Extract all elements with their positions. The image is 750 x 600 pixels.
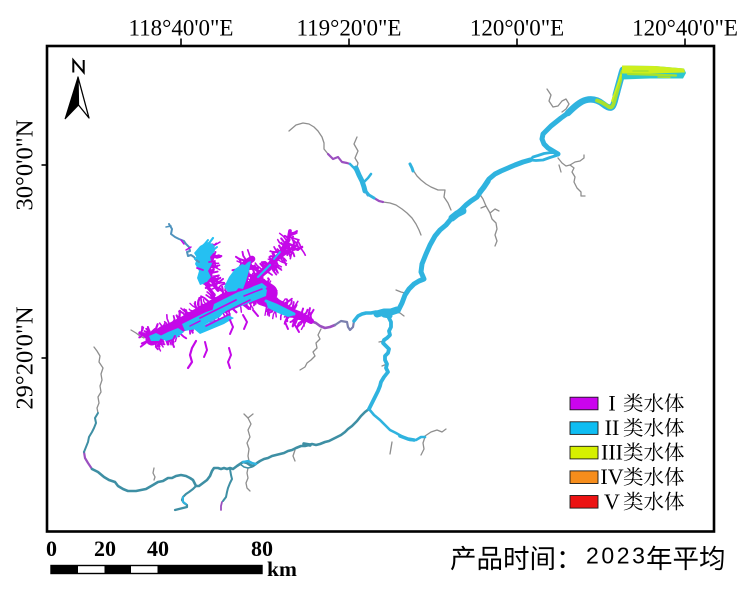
svg-text:20: 20 — [94, 536, 116, 561]
svg-text:km: km — [267, 557, 297, 581]
svg-text:30°0'0"N: 30°0'0"N — [12, 119, 39, 210]
svg-text:I: I — [608, 391, 615, 416]
svg-text:V: V — [604, 489, 620, 514]
svg-text:II: II — [605, 415, 620, 440]
svg-text:119°20'0"E: 119°20'0"E — [297, 16, 402, 41]
svg-text:80: 80 — [251, 536, 273, 561]
svg-text:120°40'0"E: 120°40'0"E — [632, 16, 738, 41]
svg-text:0: 0 — [46, 536, 57, 561]
svg-text:40: 40 — [147, 536, 169, 561]
svg-text:120°0'0"E: 120°0'0"E — [470, 16, 564, 41]
svg-text:29°20'0"N: 29°20'0"N — [12, 306, 39, 409]
svg-text:118°40'0"E: 118°40'0"E — [129, 16, 234, 41]
svg-text:IV: IV — [600, 464, 623, 489]
svg-text:2023: 2023 — [586, 543, 648, 569]
svg-text:III: III — [601, 440, 623, 465]
